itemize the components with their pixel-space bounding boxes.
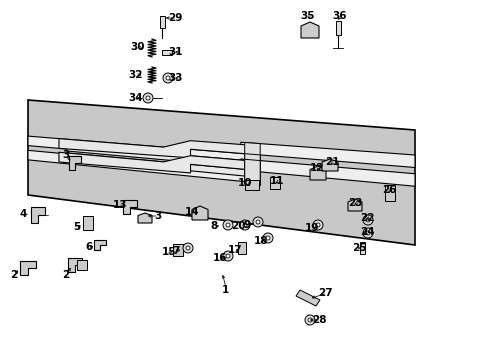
Polygon shape <box>66 145 252 168</box>
Polygon shape <box>123 200 137 214</box>
Text: 14: 14 <box>184 207 199 217</box>
Text: 24: 24 <box>359 227 374 237</box>
Text: 23: 23 <box>347 198 362 208</box>
Polygon shape <box>321 159 337 171</box>
Circle shape <box>223 251 232 261</box>
Bar <box>269 177 280 189</box>
Text: 2: 2 <box>10 270 17 280</box>
Circle shape <box>365 218 369 222</box>
Text: 16: 16 <box>213 253 227 263</box>
Circle shape <box>362 228 372 238</box>
Text: 2: 2 <box>62 270 69 280</box>
Text: 6: 6 <box>85 242 92 252</box>
Polygon shape <box>301 22 318 38</box>
Circle shape <box>315 223 319 227</box>
Text: 25: 25 <box>351 243 366 253</box>
Bar <box>335 21 340 35</box>
Circle shape <box>362 215 372 225</box>
Bar <box>77 260 87 270</box>
Circle shape <box>243 223 246 227</box>
Text: 32: 32 <box>128 70 142 80</box>
Polygon shape <box>66 153 252 177</box>
Bar <box>244 180 259 190</box>
Circle shape <box>256 220 260 224</box>
Text: 10: 10 <box>238 178 252 188</box>
Circle shape <box>183 243 193 253</box>
Polygon shape <box>347 199 361 211</box>
Text: 27: 27 <box>317 288 332 298</box>
Bar <box>384 185 394 201</box>
Text: 8: 8 <box>209 221 217 231</box>
Polygon shape <box>138 213 152 223</box>
Text: 22: 22 <box>359 213 374 223</box>
Polygon shape <box>59 152 252 173</box>
Polygon shape <box>68 258 82 272</box>
Circle shape <box>223 220 232 230</box>
Polygon shape <box>59 139 252 158</box>
Text: 12: 12 <box>309 163 324 173</box>
Polygon shape <box>244 159 260 185</box>
Circle shape <box>225 223 229 227</box>
Polygon shape <box>28 150 252 183</box>
Circle shape <box>252 217 263 227</box>
Text: 28: 28 <box>311 315 326 325</box>
Text: 5: 5 <box>73 222 80 232</box>
Circle shape <box>305 315 314 325</box>
Text: 18: 18 <box>253 236 268 246</box>
Circle shape <box>240 220 249 230</box>
Text: 9: 9 <box>244 220 251 230</box>
Text: 21: 21 <box>325 157 339 167</box>
Circle shape <box>142 93 153 103</box>
Polygon shape <box>28 100 414 245</box>
Text: 20: 20 <box>230 221 245 231</box>
Circle shape <box>265 236 269 240</box>
Polygon shape <box>94 240 106 250</box>
Text: 11: 11 <box>269 176 284 186</box>
Circle shape <box>307 318 311 322</box>
Bar <box>238 242 245 254</box>
Text: 3: 3 <box>62 150 69 160</box>
Text: 29: 29 <box>168 13 182 23</box>
Text: 31: 31 <box>168 47 182 57</box>
Bar <box>159 16 164 28</box>
Polygon shape <box>28 136 252 166</box>
Text: 19: 19 <box>305 223 319 233</box>
Text: 15: 15 <box>162 247 176 257</box>
Text: 34: 34 <box>128 93 142 103</box>
Polygon shape <box>20 261 36 275</box>
Text: 13: 13 <box>113 200 127 210</box>
Polygon shape <box>241 142 414 167</box>
Text: 3: 3 <box>154 211 161 221</box>
Bar <box>359 242 364 254</box>
Text: 17: 17 <box>227 245 242 255</box>
Circle shape <box>165 76 170 80</box>
Polygon shape <box>295 290 319 306</box>
Text: 30: 30 <box>130 42 144 52</box>
Circle shape <box>312 220 323 230</box>
Polygon shape <box>244 154 260 185</box>
Text: 33: 33 <box>168 73 182 83</box>
Text: 1: 1 <box>222 285 229 295</box>
Circle shape <box>263 233 272 243</box>
Polygon shape <box>244 143 260 185</box>
Polygon shape <box>69 156 81 170</box>
Text: 36: 36 <box>331 11 346 21</box>
Polygon shape <box>31 207 45 223</box>
Circle shape <box>146 96 150 100</box>
Bar <box>173 244 183 256</box>
Bar <box>162 50 172 54</box>
Circle shape <box>185 246 190 250</box>
Text: 26: 26 <box>381 185 396 195</box>
Circle shape <box>163 73 173 83</box>
Circle shape <box>225 254 229 258</box>
Bar <box>83 216 93 230</box>
Polygon shape <box>241 159 414 186</box>
Polygon shape <box>309 166 325 180</box>
Text: 4: 4 <box>20 209 27 219</box>
Polygon shape <box>192 206 207 220</box>
Text: 7: 7 <box>172 246 179 256</box>
Text: 35: 35 <box>299 11 314 21</box>
Circle shape <box>365 231 369 235</box>
